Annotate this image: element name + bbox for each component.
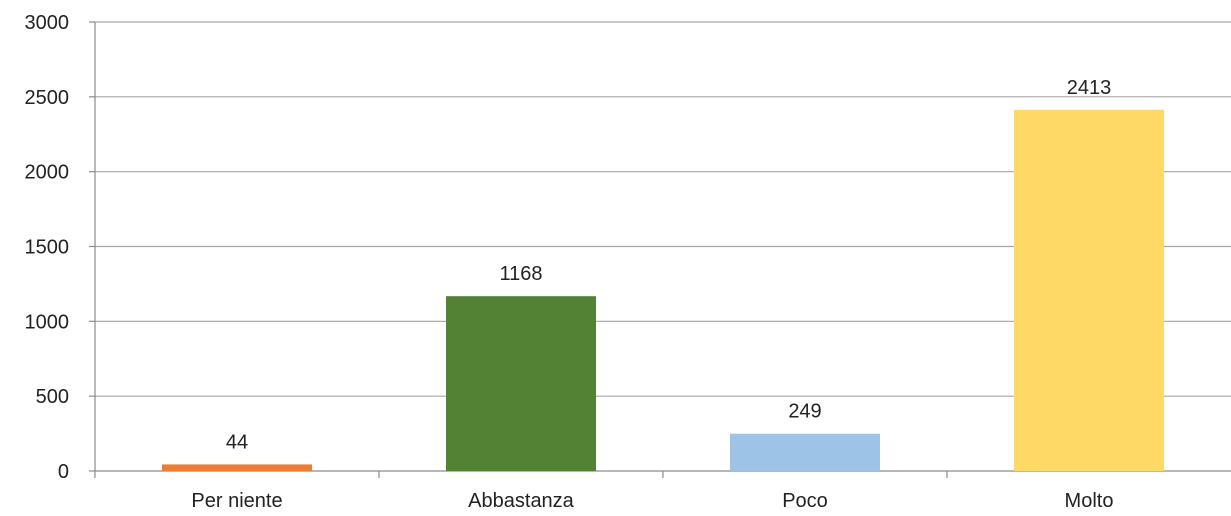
x-category-label: Molto (1065, 490, 1114, 512)
y-tick-label: 2500 (25, 87, 70, 109)
y-tick-label: 3000 (25, 12, 70, 34)
bars (162, 109, 1164, 471)
bar-poco (730, 433, 880, 471)
x-category-label: Per niente (191, 490, 282, 512)
y-tick-label: 2000 (25, 162, 70, 184)
bar-per-niente (162, 464, 312, 471)
labels: 0 500 1000 1500 2000 2500 3000 44 Per niente 1168… (25, 12, 1114, 512)
data-label: 44 (226, 431, 248, 453)
data-label: 249 (788, 401, 821, 423)
data-label: 1168 (499, 263, 542, 285)
y-tick-label: 1500 (25, 237, 70, 259)
x-category-label: Poco (782, 490, 828, 512)
data-label: 2413 (1067, 77, 1112, 99)
bar-molto (1014, 109, 1164, 471)
y-tick-label: 500 (36, 386, 69, 408)
y-tick-label: 1000 (25, 311, 70, 333)
y-tick-label: 0 (58, 461, 69, 483)
bar-abbastanza (446, 296, 596, 471)
x-category-label: Abbastanza (468, 490, 575, 512)
